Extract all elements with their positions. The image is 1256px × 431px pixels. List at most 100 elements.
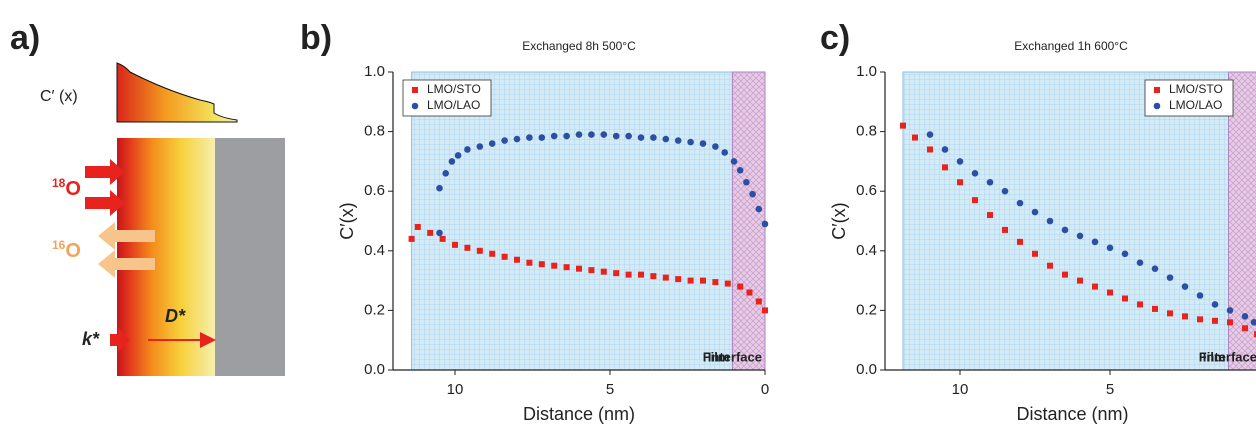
- point: [1242, 325, 1248, 332]
- point: [1121, 250, 1129, 258]
- x-tick-label: 0: [761, 381, 769, 398]
- point: [452, 241, 458, 248]
- point: [501, 137, 508, 144]
- y-tick-label: 1.0: [364, 63, 385, 80]
- point: [956, 158, 964, 165]
- point: [724, 280, 731, 287]
- point: [762, 307, 768, 314]
- point: [687, 277, 694, 284]
- point: [1062, 271, 1068, 278]
- point: [488, 140, 496, 147]
- point: [1107, 289, 1113, 296]
- y-tick-label: 0.6: [856, 182, 877, 199]
- point: [436, 184, 443, 192]
- point: [1092, 283, 1098, 290]
- y-tick-label: 0.4: [364, 242, 385, 259]
- point: [1241, 313, 1249, 320]
- point: [526, 134, 533, 141]
- point: [638, 271, 644, 278]
- point: [501, 253, 508, 260]
- point: [1166, 274, 1174, 281]
- y-axis-label: C′(x): [337, 202, 357, 239]
- legend-marker: [1154, 87, 1160, 93]
- point: [712, 279, 719, 286]
- point: [650, 134, 657, 141]
- point: [408, 235, 415, 242]
- point: [736, 167, 744, 174]
- point: [563, 132, 570, 140]
- point: [755, 298, 762, 305]
- point: [625, 271, 632, 278]
- point: [755, 205, 763, 213]
- point: [1182, 313, 1188, 320]
- y-axis-label: C′(x): [829, 202, 849, 239]
- legend-label: LMO/STO: [427, 82, 481, 96]
- point: [986, 178, 994, 186]
- incoming-arrow: [85, 159, 125, 185]
- point: [414, 223, 421, 230]
- point: [637, 134, 645, 141]
- point: [588, 267, 595, 274]
- point: [912, 134, 918, 141]
- x-tick-label: 5: [1106, 381, 1114, 398]
- x-tick-label: 5: [606, 381, 614, 398]
- chart: FilmInterface0.00.20.40.60.81.01050Dista…: [820, 19, 1256, 424]
- panel-label: b): [300, 19, 332, 57]
- isotope: 16: [52, 238, 66, 252]
- point: [538, 134, 546, 141]
- legend-box: [402, 79, 492, 117]
- point: [957, 179, 963, 186]
- point: [1152, 305, 1158, 312]
- point: [687, 138, 694, 146]
- point: [987, 212, 993, 219]
- point: [699, 140, 707, 147]
- point: [551, 262, 558, 269]
- diffusion-label: D*: [165, 306, 186, 326]
- surface-rate-label: k*: [82, 329, 100, 349]
- point: [550, 132, 558, 140]
- point: [1077, 277, 1083, 284]
- region-label: Film: [703, 349, 730, 364]
- point: [674, 137, 682, 144]
- point: [439, 235, 446, 242]
- point: [746, 289, 753, 296]
- point: [442, 170, 450, 177]
- point: [942, 164, 948, 171]
- point: [712, 143, 719, 150]
- point: [662, 135, 670, 143]
- point: [1016, 199, 1024, 207]
- outgoing-species: 16O: [52, 238, 81, 262]
- point: [625, 132, 632, 140]
- y-tick-label: 0.8: [856, 123, 877, 140]
- point: [1076, 232, 1084, 240]
- point: [476, 143, 484, 150]
- point: [1137, 301, 1143, 308]
- point: [454, 152, 462, 159]
- y-tick-label: 1.0: [856, 63, 877, 80]
- y-tick-label: 0.0: [364, 361, 385, 378]
- point: [700, 277, 706, 284]
- point: [464, 146, 471, 153]
- panel-label: a): [10, 19, 40, 57]
- point: [1001, 187, 1009, 195]
- outgoing-arrow: [98, 250, 155, 278]
- point: [1046, 217, 1054, 225]
- x-tick-label: 10: [447, 381, 464, 398]
- point: [427, 229, 434, 236]
- point: [1136, 259, 1144, 267]
- substrate-block: [215, 138, 285, 376]
- point: [1122, 295, 1128, 302]
- element: O: [65, 240, 81, 262]
- surface-arrow: [110, 328, 130, 352]
- point: [971, 170, 979, 177]
- legend-marker: [1153, 102, 1161, 110]
- point: [749, 190, 756, 198]
- point: [972, 197, 978, 204]
- point: [448, 158, 456, 165]
- legend-label: LMO/LAO: [1169, 98, 1222, 112]
- element: O: [65, 178, 81, 200]
- point: [1212, 317, 1218, 324]
- legend-marker: [411, 102, 419, 110]
- region-label: Film: [1199, 349, 1226, 364]
- point: [1181, 283, 1189, 290]
